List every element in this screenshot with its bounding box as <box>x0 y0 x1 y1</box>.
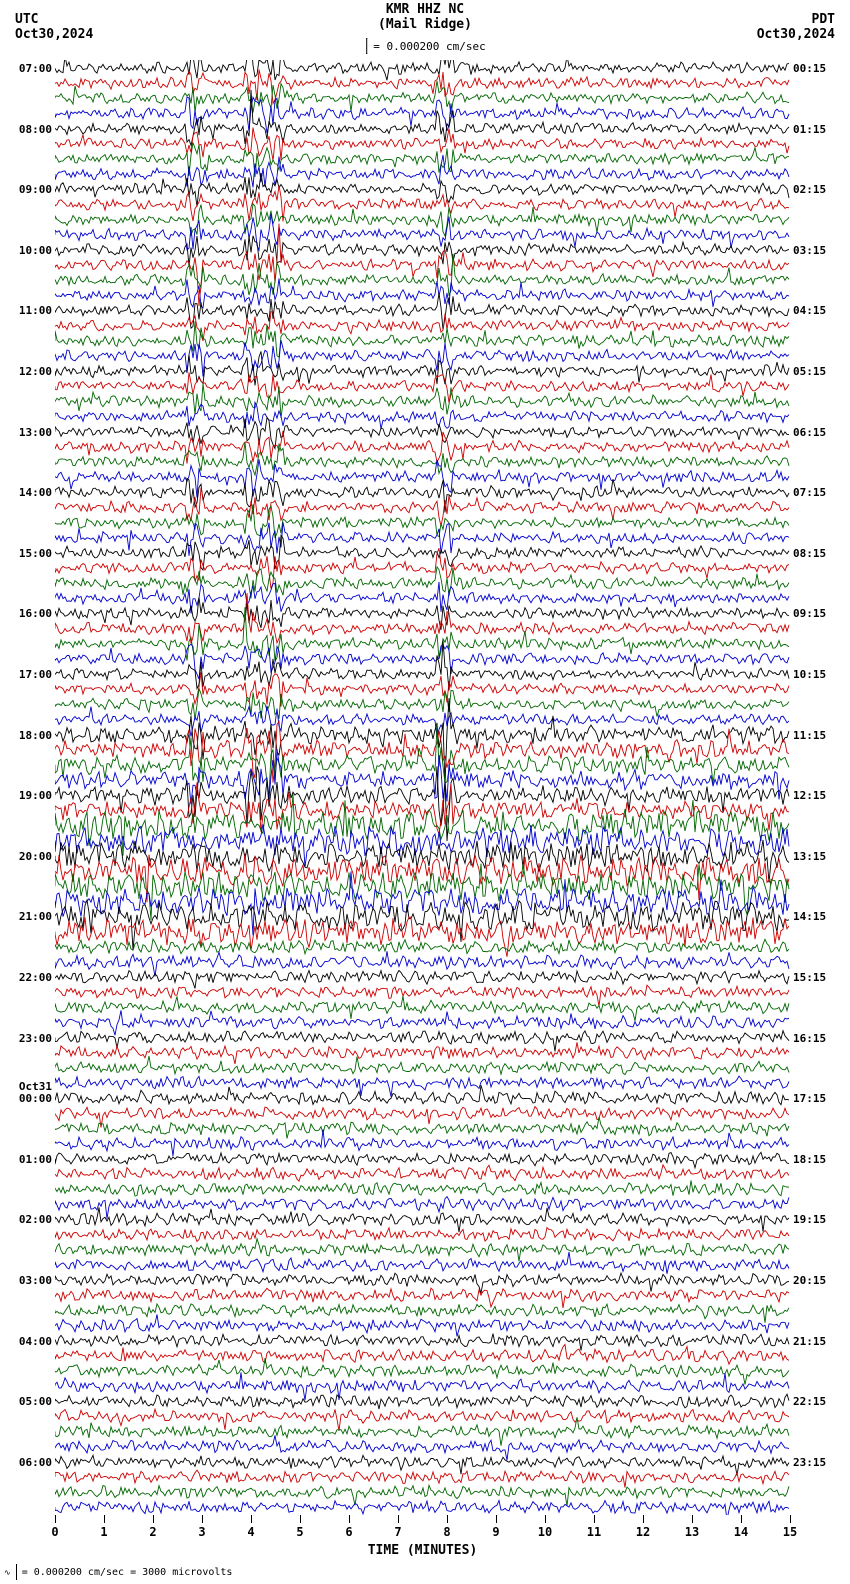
utc-time-label: 04:00 <box>19 1335 52 1348</box>
utc-time-label: 22:00 <box>19 971 52 984</box>
utc-time-label: 12:00 <box>19 365 52 378</box>
x-tick <box>692 1515 693 1523</box>
station-subtitle: (Mail Ridge) <box>378 17 472 32</box>
footer-text: = 0.000200 cm/sec = 3000 microvolts <box>22 1567 233 1578</box>
pdt-time-label: 04:15 <box>793 304 826 317</box>
seismogram-svg <box>55 60 790 1515</box>
x-tick <box>790 1515 791 1523</box>
x-tick <box>300 1515 301 1523</box>
x-axis: 0123456789101112131415 TIME (MINUTES) <box>55 1515 790 1555</box>
x-tick-label: 0 <box>51 1525 58 1539</box>
utc-time-label: 03:00 <box>19 1274 52 1287</box>
utc-time-label: 07:00 <box>19 62 52 75</box>
x-tick-label: 12 <box>636 1525 650 1539</box>
utc-time-label: 02:00 <box>19 1213 52 1226</box>
x-tick <box>55 1515 56 1523</box>
x-tick-label: 15 <box>783 1525 797 1539</box>
utc-time-label: 00:00 <box>19 1092 52 1105</box>
utc-time-label: 16:00 <box>19 607 52 620</box>
date-right: Oct30,2024 <box>757 27 835 42</box>
x-tick <box>496 1515 497 1523</box>
pdt-time-label: 06:15 <box>793 426 826 439</box>
utc-time-label: 14:00 <box>19 486 52 499</box>
timezone-left: UTC <box>15 12 38 27</box>
pdt-time-label: 17:15 <box>793 1092 826 1105</box>
pdt-time-label: 10:15 <box>793 668 826 681</box>
x-tick-label: 8 <box>443 1525 450 1539</box>
pdt-time-label: 20:15 <box>793 1274 826 1287</box>
pdt-time-label: 14:15 <box>793 910 826 923</box>
x-tick <box>643 1515 644 1523</box>
pdt-time-label: 01:15 <box>793 123 826 136</box>
pdt-time-label: 23:15 <box>793 1456 826 1469</box>
date-left: Oct30,2024 <box>15 27 93 42</box>
x-tick <box>251 1515 252 1523</box>
timezone-right: PDT <box>812 12 835 27</box>
x-axis-title: TIME (MINUTES) <box>368 1543 478 1558</box>
utc-time-label: 23:00 <box>19 1032 52 1045</box>
utc-time-label: 10:00 <box>19 244 52 257</box>
utc-time-label: 06:00 <box>19 1456 52 1469</box>
x-tick <box>153 1515 154 1523</box>
utc-time-label: 21:00 <box>19 910 52 923</box>
utc-time-label: 15:00 <box>19 547 52 560</box>
x-tick-label: 6 <box>345 1525 352 1539</box>
pdt-time-label: 00:15 <box>793 62 826 75</box>
plot-area <box>55 60 790 1515</box>
x-tick <box>594 1515 595 1523</box>
utc-time-label: 13:00 <box>19 426 52 439</box>
pdt-time-label: 22:15 <box>793 1395 826 1408</box>
x-tick <box>349 1515 350 1523</box>
utc-time-label: 05:00 <box>19 1395 52 1408</box>
scale-bar-icon <box>366 38 367 54</box>
pdt-time-label: 09:15 <box>793 607 826 620</box>
pdt-time-label: 16:15 <box>793 1032 826 1045</box>
x-tick-label: 3 <box>198 1525 205 1539</box>
station-title: KMR HHZ NC <box>386 2 464 17</box>
pdt-time-label: 18:15 <box>793 1153 826 1166</box>
pdt-time-label: 12:15 <box>793 789 826 802</box>
x-tick <box>398 1515 399 1523</box>
pdt-time-label: 13:15 <box>793 850 826 863</box>
x-tick <box>741 1515 742 1523</box>
date-break-label: Oct31 <box>19 1080 52 1093</box>
pdt-time-label: 03:15 <box>793 244 826 257</box>
x-tick-label: 1 <box>100 1525 107 1539</box>
utc-time-label: 01:00 <box>19 1153 52 1166</box>
x-tick-label: 4 <box>247 1525 254 1539</box>
pdt-time-label: 08:15 <box>793 547 826 560</box>
utc-time-label: 18:00 <box>19 729 52 742</box>
x-tick-label: 9 <box>492 1525 499 1539</box>
pdt-time-label: 21:15 <box>793 1335 826 1348</box>
x-tick-label: 7 <box>394 1525 401 1539</box>
utc-time-label: 09:00 <box>19 183 52 196</box>
pdt-time-label: 19:15 <box>793 1213 826 1226</box>
x-tick <box>104 1515 105 1523</box>
scale-bar-icon <box>16 1564 17 1580</box>
pdt-time-label: 02:15 <box>793 183 826 196</box>
x-tick-label: 10 <box>538 1525 552 1539</box>
seismogram-container: KMR HHZ NC (Mail Ridge) = 0.000200 cm/se… <box>0 0 850 1584</box>
header: KMR HHZ NC (Mail Ridge) = 0.000200 cm/se… <box>0 0 850 55</box>
utc-time-label: 08:00 <box>19 123 52 136</box>
pdt-time-label: 11:15 <box>793 729 826 742</box>
x-tick-label: 14 <box>734 1525 748 1539</box>
pdt-time-label: 07:15 <box>793 486 826 499</box>
pdt-time-label: 15:15 <box>793 971 826 984</box>
x-tick <box>447 1515 448 1523</box>
x-tick-label: 11 <box>587 1525 601 1539</box>
x-tick-label: 13 <box>685 1525 699 1539</box>
x-tick <box>202 1515 203 1523</box>
pdt-time-label: 05:15 <box>793 365 826 378</box>
x-tick-label: 2 <box>149 1525 156 1539</box>
utc-time-label: 20:00 <box>19 850 52 863</box>
scale-indicator: = 0.000200 cm/sec <box>364 38 486 54</box>
x-tick <box>545 1515 546 1523</box>
utc-time-label: 11:00 <box>19 304 52 317</box>
x-tick-label: 5 <box>296 1525 303 1539</box>
scale-value: = 0.000200 cm/sec <box>373 40 486 53</box>
utc-time-label: 19:00 <box>19 789 52 802</box>
footer-scale: ∿ = 0.000200 cm/sec = 3000 microvolts <box>4 1564 232 1580</box>
utc-time-label: 17:00 <box>19 668 52 681</box>
